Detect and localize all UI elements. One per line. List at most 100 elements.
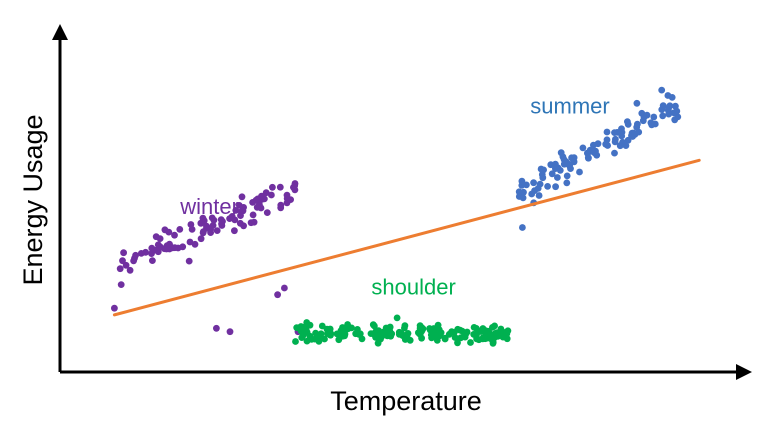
shoulder-point bbox=[317, 330, 325, 338]
x-axis-title: Temperature bbox=[330, 386, 482, 416]
shoulder-point bbox=[335, 336, 343, 344]
shoulder-point bbox=[393, 314, 401, 322]
winter-point bbox=[257, 204, 265, 212]
shoulder-point bbox=[401, 324, 408, 332]
summer-point bbox=[658, 86, 666, 94]
shoulder-point bbox=[477, 327, 484, 335]
summer-point bbox=[612, 135, 619, 143]
summer-point bbox=[603, 136, 611, 144]
points-layer bbox=[111, 86, 682, 347]
shoulder-point bbox=[499, 333, 507, 341]
winter-point bbox=[262, 189, 270, 197]
y-axis-title: Energy Usage bbox=[18, 114, 48, 285]
winter-point bbox=[161, 245, 168, 253]
shoulder-point bbox=[481, 335, 489, 343]
winter-point bbox=[274, 291, 281, 299]
winter-point bbox=[197, 235, 205, 243]
summer-point bbox=[563, 179, 571, 187]
shoulder-point bbox=[302, 326, 310, 334]
summer-point bbox=[563, 172, 571, 180]
summer-point bbox=[539, 174, 547, 182]
winter-point bbox=[291, 186, 299, 194]
shoulder-point bbox=[482, 327, 490, 334]
regression-line bbox=[112, 158, 701, 317]
winter-point bbox=[231, 227, 238, 235]
summer-point bbox=[633, 123, 641, 131]
winter-point bbox=[249, 211, 257, 219]
summer-point bbox=[537, 165, 545, 173]
shoulder-point bbox=[427, 331, 435, 339]
summer-point bbox=[584, 154, 592, 162]
shoulder-point bbox=[374, 339, 382, 347]
summer-point bbox=[640, 113, 648, 121]
shoulder-point bbox=[441, 334, 449, 342]
shoulder-point bbox=[403, 334, 411, 342]
shoulder-point bbox=[318, 322, 326, 330]
summer-point bbox=[664, 92, 672, 99]
winter-point bbox=[210, 216, 218, 224]
shoulder-point bbox=[491, 322, 498, 330]
shoulder-point bbox=[372, 331, 379, 339]
winter-point bbox=[130, 257, 138, 265]
shoulder-point bbox=[339, 329, 347, 337]
winter-point bbox=[185, 257, 193, 265]
winter-point bbox=[213, 227, 221, 235]
summer-point bbox=[594, 140, 602, 148]
winter-point bbox=[237, 212, 244, 220]
axes bbox=[52, 24, 752, 380]
summer-point bbox=[650, 113, 658, 121]
winter-point bbox=[186, 238, 194, 246]
x-axis-arrowhead bbox=[736, 364, 752, 380]
winter-point bbox=[269, 183, 276, 191]
shoulder-point bbox=[430, 325, 438, 332]
summer-label: summer bbox=[530, 93, 609, 118]
winter-point bbox=[263, 209, 271, 217]
winter-point bbox=[281, 284, 288, 292]
summer-point bbox=[579, 144, 587, 152]
summer-point bbox=[552, 160, 559, 168]
shoulder-point bbox=[470, 331, 478, 338]
summer-point bbox=[519, 224, 526, 231]
winter-point bbox=[226, 215, 234, 223]
shoulder-point bbox=[462, 330, 470, 337]
shoulder-point bbox=[467, 339, 474, 346]
winter-point bbox=[218, 220, 225, 228]
summer-point bbox=[554, 174, 561, 181]
winter-label: winter bbox=[179, 194, 239, 219]
shoulder-point bbox=[382, 324, 390, 332]
winter-point bbox=[117, 281, 125, 288]
winter-point bbox=[207, 226, 215, 234]
winter-point bbox=[188, 226, 196, 233]
winter-point bbox=[276, 183, 284, 191]
summer-point bbox=[665, 105, 672, 112]
winter-point bbox=[152, 246, 160, 254]
winter-point bbox=[132, 251, 140, 259]
winter-point bbox=[122, 261, 130, 269]
summer-point bbox=[559, 153, 567, 161]
shoulder-point bbox=[489, 338, 497, 346]
shoulder-point bbox=[494, 332, 502, 340]
shoulder-point bbox=[306, 321, 314, 329]
summer-point bbox=[518, 177, 526, 185]
winter-point bbox=[200, 228, 207, 236]
winter-point bbox=[226, 328, 234, 336]
summer-point bbox=[566, 161, 574, 168]
winter-point bbox=[277, 204, 285, 212]
y-axis-arrowhead bbox=[52, 24, 68, 40]
summer-point bbox=[624, 118, 631, 125]
winter-point bbox=[238, 193, 246, 201]
winter-point bbox=[231, 216, 239, 224]
summer-point bbox=[560, 160, 568, 168]
summer-point bbox=[659, 112, 667, 120]
shoulder-point bbox=[387, 332, 395, 340]
winter-point bbox=[137, 250, 145, 257]
shoulder-point bbox=[356, 330, 364, 338]
summer-point bbox=[672, 102, 679, 110]
summer-point bbox=[670, 109, 678, 117]
shoulder-point bbox=[312, 329, 319, 337]
winter-point bbox=[250, 218, 258, 226]
winter-point bbox=[213, 324, 220, 332]
winter-point bbox=[232, 207, 240, 214]
winter-point bbox=[116, 265, 124, 273]
summer-point bbox=[544, 183, 551, 190]
